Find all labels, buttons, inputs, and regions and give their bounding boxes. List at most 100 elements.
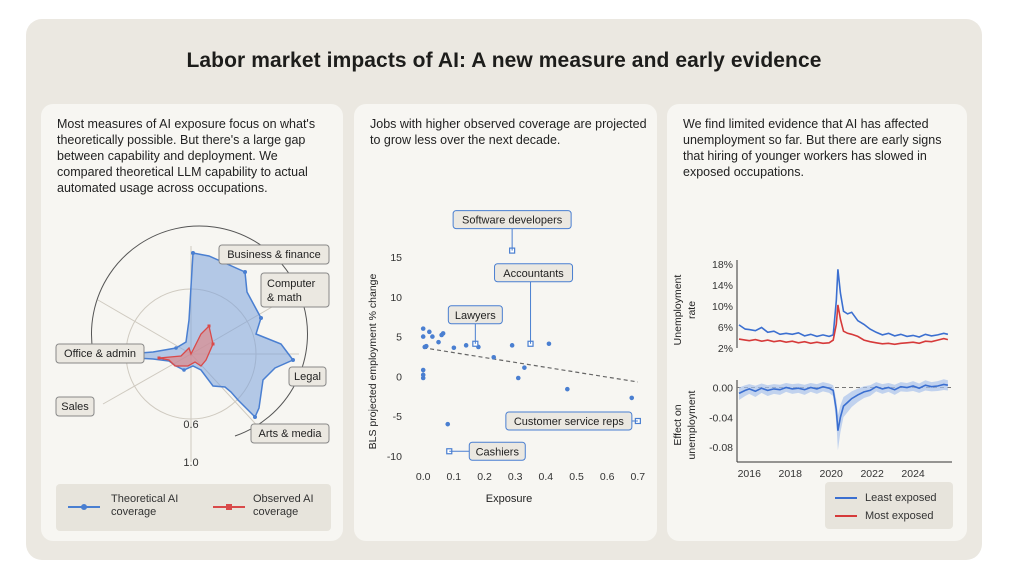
annotation-box xyxy=(468,441,526,461)
scatter-point xyxy=(509,343,515,348)
label-arts-text: Arts & media xyxy=(259,428,323,440)
y-axis-label-line2: rate xyxy=(686,301,698,319)
theoretical-point xyxy=(174,346,178,350)
annotation-box xyxy=(447,305,503,325)
label-box xyxy=(288,366,327,387)
theoretical-point xyxy=(259,316,263,320)
x-tick-label: 0.7 xyxy=(631,471,646,483)
y-tick-label: 2% xyxy=(718,343,733,355)
x-tick-label: 2016 xyxy=(738,468,762,480)
scatter-point xyxy=(420,326,426,331)
label-office: Office & admin xyxy=(55,343,145,364)
observed-point xyxy=(207,324,211,328)
y-tick-label: 0.00 xyxy=(713,382,734,394)
y-tick-label: -5 xyxy=(393,411,402,423)
observed-coverage-area xyxy=(158,324,214,367)
panel3-description: We find limited evidence that AI has aff… xyxy=(683,117,942,179)
effect-chart: 0.00 -0.04 -0.08 Effect on unemployment 2016 2… xyxy=(672,379,952,480)
scatter-chart: 15 10 5 0 -5 -10 0.0 0.1 0.2 0.3 0.4 0.5 0.6 0.7 Expos… xyxy=(367,210,645,505)
y-tick-label: -0.04 xyxy=(709,412,733,424)
legend-observed-line1: Observed AI xyxy=(253,493,314,505)
scatter-point xyxy=(463,343,469,348)
legend-marker xyxy=(81,504,87,510)
legend-theoretical-line1: Theoretical AI xyxy=(111,493,179,505)
legend-least-label: Least exposed xyxy=(865,492,937,504)
confidence-band xyxy=(739,379,948,451)
x-tick-label: 2024 xyxy=(901,468,925,480)
x-tick-label: 0.5 xyxy=(569,471,584,483)
panel-radar: Most measures of AI exposure focus on wh… xyxy=(41,104,343,541)
y-tick-label: -0.08 xyxy=(709,442,733,454)
label-legal-text: Legal xyxy=(294,371,321,383)
y-axis-label: BLS projected employment % change xyxy=(367,273,379,449)
panel1-description: Most measures of AI exposure focus on wh… xyxy=(57,117,316,195)
scatter-point xyxy=(440,331,446,336)
annotation-box xyxy=(452,210,572,230)
label-computer: Computer & math xyxy=(260,272,330,308)
x-tick-label: 0.1 xyxy=(447,471,462,483)
observed-point xyxy=(211,342,215,346)
scatter-point xyxy=(420,375,426,381)
theoretical-point xyxy=(191,251,195,255)
legend-most: Most exposed xyxy=(835,510,933,522)
legend-observed: Observed AI coverage xyxy=(253,493,314,519)
scatter-point xyxy=(430,334,435,339)
label-box xyxy=(218,244,330,265)
scatter-point xyxy=(436,339,441,345)
legend-observed-swatch xyxy=(213,504,245,510)
y-tick-label: 0 xyxy=(396,371,402,383)
effect-line xyxy=(738,383,949,431)
label-legal: Legal xyxy=(288,366,327,387)
y-tick-label: 15 xyxy=(390,252,402,264)
scatter-point xyxy=(522,365,527,370)
observed-markers xyxy=(157,324,215,360)
radar-legend: Theoretical AI coverage Observed AI cove… xyxy=(56,484,331,531)
annotation-box xyxy=(494,263,574,283)
label-business: Business & finance xyxy=(218,244,330,265)
panel-scatter: Jobs with higher observed coverage are p… xyxy=(354,104,657,541)
scatter-point xyxy=(420,367,426,373)
y-tick-label: 6% xyxy=(718,322,733,334)
label-sales-text: Sales xyxy=(61,401,89,413)
annotation-label: Software developers xyxy=(462,215,563,227)
radar-ring-outer xyxy=(90,225,308,437)
legend-most-swatch xyxy=(835,515,857,518)
x-tick-label: 0.0 xyxy=(416,471,431,483)
label-box xyxy=(260,272,330,308)
least-exposed-line xyxy=(738,269,949,338)
legend-marker xyxy=(226,504,232,510)
scatter-axes: 15 10 5 0 -5 -10 0.0 0.1 0.2 0.3 0.4 0.5 0.6 0.7 Expos… xyxy=(367,252,645,505)
legend-most-label: Most exposed xyxy=(865,510,934,522)
theoretical-point xyxy=(291,358,295,362)
scatter-point xyxy=(423,343,429,349)
label-computer-text-1: Computer xyxy=(267,278,316,290)
y-tick-label: -10 xyxy=(387,451,402,463)
unemployment-charts: 18% 14% 10% 6% 2% Unemployment rate 0.00 -0.04 -… xyxy=(672,259,952,480)
x-tick-label: 2020 xyxy=(820,468,844,480)
trend-line xyxy=(423,347,638,383)
y-tick-label: 5 xyxy=(396,332,402,344)
annotation-label: Lawyers xyxy=(455,310,496,322)
most-exposed-line xyxy=(738,304,949,346)
theoretical-point xyxy=(182,368,186,372)
annotation-label: Accountants xyxy=(503,268,564,280)
y-axis-label-line2: unemployment xyxy=(686,390,698,459)
panel2-description: Jobs with higher observed coverage are p… xyxy=(370,117,647,147)
x-axis-label: Exposure xyxy=(486,493,532,505)
y-tick-label: 10 xyxy=(390,292,402,304)
label-arts: Arts & media xyxy=(250,423,330,444)
panel-unemployment: We find limited evidence that AI has aff… xyxy=(667,104,967,541)
label-box xyxy=(55,396,95,417)
legend-theoretical-line2: coverage xyxy=(111,506,157,518)
scatter-point xyxy=(420,334,426,339)
scatter-annotations: Software developers Accountants Lawyers Cus… xyxy=(446,210,641,461)
theoretical-point xyxy=(253,415,257,419)
radar-spoke xyxy=(97,299,192,355)
label-box xyxy=(55,343,145,364)
scatter-point xyxy=(491,354,497,360)
x-tick-label: 0.2 xyxy=(477,471,492,483)
label-business-text: Business & finance xyxy=(227,249,321,261)
label-computer-text-2: & math xyxy=(267,292,302,304)
observed-point xyxy=(157,356,161,360)
y-tick-label: 18% xyxy=(712,259,733,271)
